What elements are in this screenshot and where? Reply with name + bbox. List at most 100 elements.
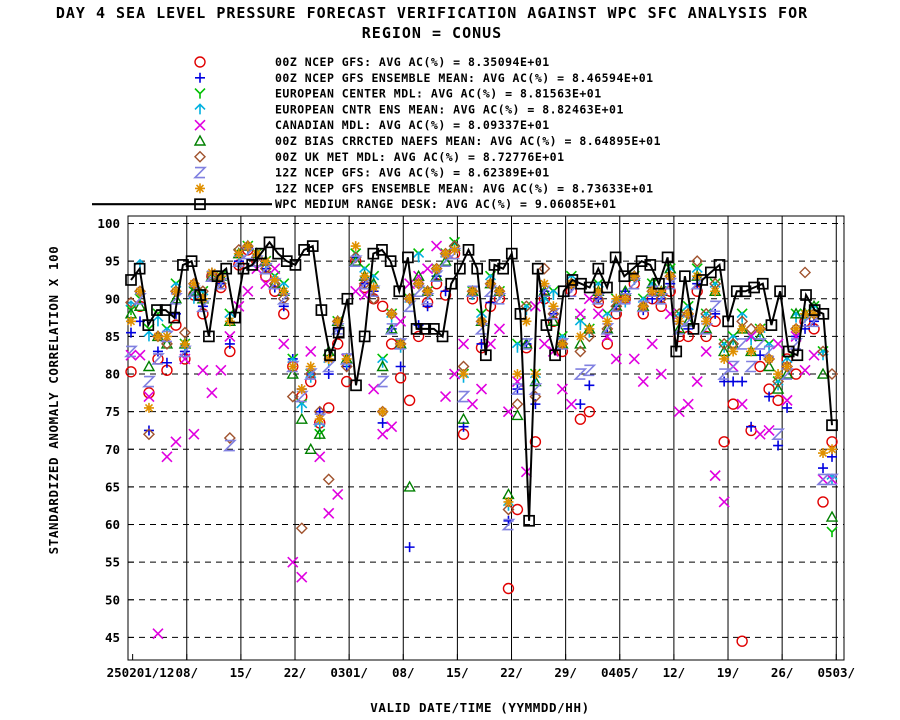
y-tick-label: 75 <box>105 404 120 419</box>
data-point <box>637 375 649 388</box>
data-point <box>826 419 838 432</box>
legend-label: 00Z BIAS CRRCTED NAEFS MEAN: AVG AC(%) =… <box>275 134 661 148</box>
data-point <box>656 286 667 297</box>
data-point <box>601 281 613 294</box>
data-point <box>583 281 596 294</box>
data-point <box>422 263 434 275</box>
data-point <box>286 390 299 403</box>
data-point <box>436 330 449 343</box>
x-tick-label: 29/ <box>554 665 577 680</box>
data-point <box>647 286 658 297</box>
data-point <box>548 301 559 312</box>
data-point <box>582 364 597 377</box>
data-point <box>295 522 308 535</box>
data-point <box>565 398 577 410</box>
legend-marker <box>195 183 205 194</box>
data-point <box>493 323 506 335</box>
data-point <box>719 376 730 387</box>
data-point <box>393 285 406 298</box>
series-7 <box>125 240 838 535</box>
data-point <box>502 503 515 516</box>
data-point <box>223 432 236 444</box>
y-tick-label: 80 <box>105 367 120 382</box>
data-point <box>242 241 253 252</box>
data-point <box>635 255 648 268</box>
data-point <box>520 303 533 316</box>
legend-label: EUROPEAN CNTR ENS MEAN: AVG AC(%) = 8.82… <box>275 102 624 116</box>
data-point <box>479 349 492 362</box>
x-tick-label: 15/ <box>230 665 253 680</box>
series-layer <box>124 236 839 647</box>
data-point <box>395 315 407 327</box>
data-point <box>826 526 838 538</box>
data-point <box>722 315 734 328</box>
data-point <box>410 323 423 335</box>
data-point <box>197 293 208 304</box>
data-point <box>368 282 379 293</box>
data-point <box>350 379 362 392</box>
data-point <box>224 330 236 342</box>
data-point <box>557 285 570 298</box>
legend-label: 00Z NCEP GFS: AVG AC(%) = 8.35094E+01 <box>275 55 550 69</box>
data-point <box>818 463 829 474</box>
legend-marker <box>195 72 205 83</box>
data-point <box>220 262 233 275</box>
legend-marker <box>194 88 206 99</box>
data-point <box>384 323 399 335</box>
data-point <box>673 406 685 418</box>
data-point <box>488 259 501 271</box>
data-point <box>385 307 398 320</box>
data-point <box>718 436 730 448</box>
data-point <box>736 398 748 410</box>
y-tick-label: 85 <box>105 329 120 344</box>
data-point <box>348 255 363 267</box>
data-point <box>593 286 604 297</box>
data-point <box>510 383 525 395</box>
data-point <box>386 421 398 433</box>
data-point <box>772 338 784 350</box>
data-point <box>233 248 244 259</box>
data-point <box>263 236 276 249</box>
data-point <box>341 292 354 305</box>
data-point <box>143 387 155 399</box>
data-point <box>771 382 785 394</box>
data-point <box>762 360 776 372</box>
data-point <box>430 262 443 275</box>
data-point <box>368 383 380 395</box>
data-point <box>161 451 173 463</box>
data-point <box>521 316 532 327</box>
data-point <box>763 424 775 437</box>
data-point <box>737 376 748 387</box>
data-point <box>683 308 694 319</box>
data-point <box>679 270 691 283</box>
data-point <box>771 428 786 441</box>
x-axis-label: VALID DATE/TIME (YYMMDD/HH) <box>370 700 589 715</box>
data-point <box>251 248 262 259</box>
data-point <box>188 428 200 440</box>
data-point <box>126 316 136 327</box>
data-point <box>254 247 267 260</box>
legend-entry: CANADIAN MDL: AVG AC(%) = 8.09337E+01 <box>194 118 549 132</box>
data-point <box>314 414 325 425</box>
data-point <box>528 383 543 395</box>
x-tick-label: 22/ <box>284 665 307 680</box>
data-point <box>610 299 623 312</box>
data-point <box>168 311 181 324</box>
data-point <box>655 368 667 380</box>
data-point <box>737 323 748 334</box>
data-point <box>523 514 535 527</box>
data-point <box>178 326 191 339</box>
legend-marker <box>194 56 206 68</box>
y-tick-label: 70 <box>105 442 120 457</box>
data-point <box>313 427 326 439</box>
data-point <box>730 285 743 298</box>
legend: 00Z NCEP GFS: AVG AC(%) = 8.35094E+01 00Z… <box>92 55 661 211</box>
data-point <box>304 442 317 454</box>
data-point <box>728 376 739 387</box>
data-point <box>134 286 145 297</box>
data-point <box>142 319 155 331</box>
data-point <box>323 402 335 414</box>
data-point <box>764 391 775 402</box>
data-point <box>816 367 830 379</box>
